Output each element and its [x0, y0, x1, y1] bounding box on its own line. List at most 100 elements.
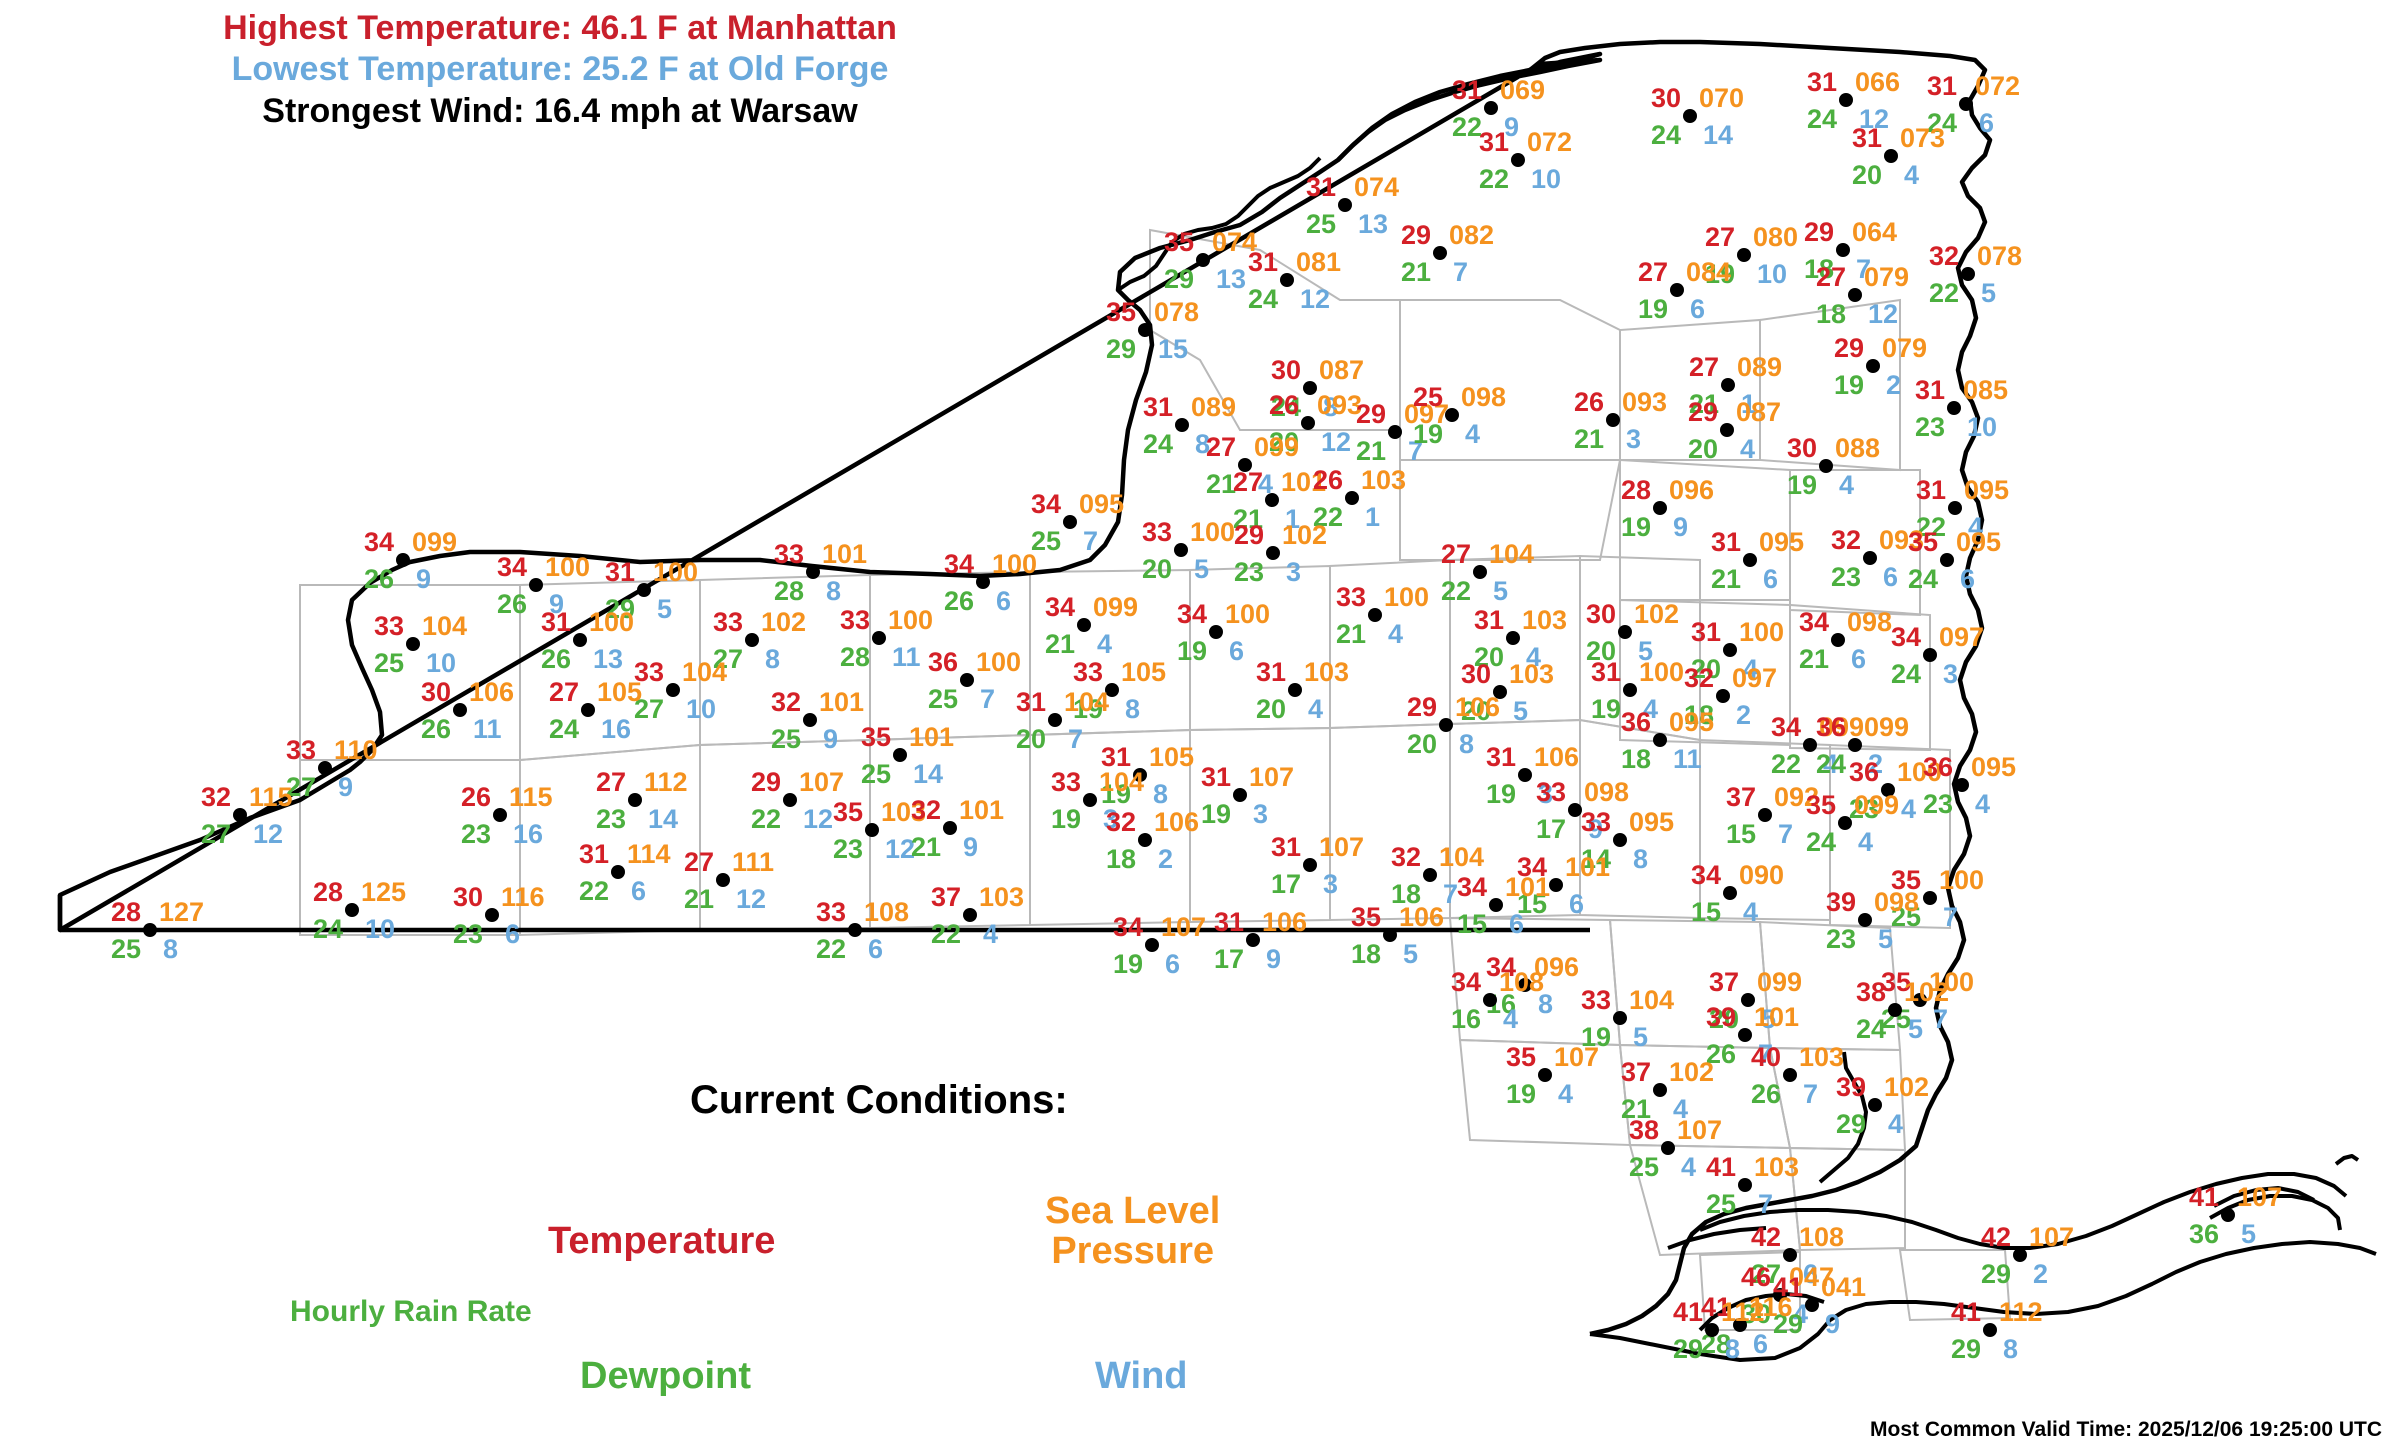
station-dewpoint: 26: [420, 714, 451, 744]
station-sea-level-pressure: 107: [1319, 832, 1365, 862]
station-sea-level-pressure: 072: [1975, 71, 2021, 101]
station-sea-level-pressure: 102: [1634, 599, 1680, 629]
station-wind: 10: [1757, 259, 1788, 289]
station-temperature: 27: [1232, 467, 1263, 497]
station-marker-dot: [1783, 1068, 1797, 1082]
station-dewpoint: 18: [1803, 254, 1834, 284]
station-marker-dot: [1105, 683, 1119, 697]
station-sea-level-pressure: 096: [1534, 952, 1580, 982]
station-wind: 11: [892, 642, 921, 672]
station-dewpoint: 21: [683, 884, 714, 914]
station-dewpoint: 27: [200, 819, 231, 849]
station-dewpoint: 21: [1798, 644, 1829, 674]
station-dewpoint: 23: [595, 804, 626, 834]
station-dewpoint: 27: [633, 694, 664, 724]
strongest-wind-line: Strongest Wind: 16.4 mph at Warsaw: [262, 91, 858, 130]
station-dewpoint: 25: [1030, 526, 1061, 556]
station-temperature: 33: [1141, 517, 1172, 547]
station-temperature: 36: [1848, 757, 1879, 787]
station-dewpoint: 24: [312, 914, 343, 944]
station-wind: 7: [1443, 879, 1459, 909]
station-marker-dot: [1955, 778, 1969, 792]
station-sea-level-pressure: 110: [334, 735, 378, 765]
station-dewpoint: 24: [1247, 284, 1278, 314]
station-dewpoint: 29: [1950, 1334, 1981, 1364]
station-temperature: 33: [1580, 985, 1611, 1015]
station-dewpoint: 21: [1335, 619, 1366, 649]
station-wind: 7: [1068, 724, 1084, 754]
station-sea-level-pressure: 103: [881, 797, 927, 827]
station-dewpoint: 18: [1683, 700, 1714, 730]
station-marker-dot: [1923, 648, 1937, 662]
station-sea-level-pressure: 087: [1319, 355, 1365, 385]
station-dewpoint: 19: [1786, 470, 1817, 500]
station-dewpoint: 20: [1255, 694, 1286, 724]
station-sea-level-pressure: 041: [1821, 1272, 1867, 1302]
station-temperature: 35: [1350, 902, 1381, 932]
station-sea-level-pressure: 104: [1064, 687, 1110, 717]
station-marker-dot: [628, 793, 642, 807]
station-temperature: 31: [1473, 605, 1504, 635]
station-marker-dot: [1493, 685, 1507, 699]
station-wind: 5: [1878, 924, 1894, 954]
station-sea-level-pressure: 104: [1439, 842, 1485, 872]
station-dewpoint: 20: [1851, 160, 1882, 190]
station-marker-dot: [1175, 418, 1189, 432]
station-marker-dot: [1773, 1288, 1787, 1302]
station-sea-level-pressure: 064: [1852, 217, 1898, 247]
station-marker-dot: [1948, 501, 1962, 515]
station-marker-dot: [2013, 1248, 2027, 1262]
station-dewpoint: 29: [1163, 264, 1194, 294]
station-dewpoint: 19: [1100, 779, 1131, 809]
station-marker-dot: [1961, 267, 1975, 281]
station-wind: 6: [1803, 1259, 1819, 1289]
station-marker-dot: [1483, 993, 1497, 1007]
station-wind: 12: [1321, 427, 1352, 457]
station-sea-level-pressure: 098: [1461, 382, 1507, 412]
station-sea-level-pressure: 088: [1835, 433, 1881, 463]
station-marker-dot: [1848, 288, 1862, 302]
station-dewpoint: 24: [1806, 104, 1837, 134]
station-marker-dot: [1613, 1011, 1627, 1025]
station-temperature: 34: [1044, 592, 1075, 622]
station-sea-level-pressure: 093: [1317, 390, 1363, 420]
station-dewpoint: 17: [1213, 944, 1244, 974]
station-sea-level-pressure: 103: [1754, 1152, 1800, 1182]
station-wind: 7: [1408, 436, 1424, 466]
station-temperature: 31: [1485, 742, 1516, 772]
station-sea-level-pressure: 100: [1939, 865, 1985, 895]
station-marker-dot: [963, 908, 977, 922]
station-wind: 8: [1725, 1334, 1741, 1364]
station-dewpoint: 24: [548, 714, 579, 744]
station-marker-dot: [1303, 381, 1317, 395]
station-sea-level-pressure: 087: [1736, 397, 1782, 427]
station-dewpoint: 21: [1620, 1094, 1651, 1124]
station-temperature: 33: [1050, 767, 1081, 797]
station-temperature: 34: [1798, 607, 1829, 637]
station-dewpoint: 21: [1355, 436, 1386, 466]
station-dewpoint: 23: [1914, 412, 1945, 442]
station-temperature: 32: [200, 782, 231, 812]
station-sea-level-pressure: 107: [1249, 762, 1295, 792]
station-marker-dot: [453, 703, 467, 717]
station-dewpoint: 15: [1725, 819, 1756, 849]
station-marker-dot: [1511, 153, 1525, 167]
station-marker-dot: [1265, 493, 1279, 507]
station-temperature: 31: [1247, 247, 1278, 277]
station-dewpoint: 20: [1473, 642, 1504, 672]
station-sea-level-pressure: 100: [1384, 582, 1430, 612]
station-temperature: 27: [683, 847, 714, 877]
station-marker-dot: [581, 703, 595, 717]
station-temperature: 39: [1825, 887, 1856, 917]
station-temperature: 34: [1456, 872, 1487, 902]
station-temperature: 33: [1335, 582, 1366, 612]
station-temperature: 34: [1770, 712, 1801, 742]
station-wind: 6: [631, 876, 647, 906]
station-marker-dot: [1863, 551, 1877, 565]
station-dewpoint: 20: [1460, 696, 1491, 726]
station-wind: 12: [736, 884, 767, 914]
station-wind: 12: [253, 819, 284, 849]
station-sea-level-pressure: 106: [1399, 902, 1445, 932]
station-temperature: 29: [1833, 333, 1864, 363]
station-marker-dot: [1280, 273, 1294, 287]
